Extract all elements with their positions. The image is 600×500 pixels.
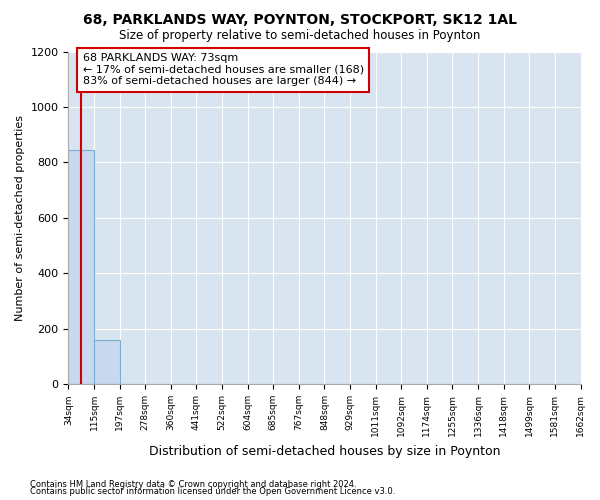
Text: Size of property relative to semi-detached houses in Poynton: Size of property relative to semi-detach… xyxy=(119,29,481,42)
X-axis label: Distribution of semi-detached houses by size in Poynton: Distribution of semi-detached houses by … xyxy=(149,444,500,458)
Text: 68 PARKLANDS WAY: 73sqm
← 17% of semi-detached houses are smaller (168)
83% of s: 68 PARKLANDS WAY: 73sqm ← 17% of semi-de… xyxy=(83,53,364,86)
Text: Contains public sector information licensed under the Open Government Licence v3: Contains public sector information licen… xyxy=(30,487,395,496)
Bar xyxy=(68,150,94,384)
Text: 68, PARKLANDS WAY, POYNTON, STOCKPORT, SK12 1AL: 68, PARKLANDS WAY, POYNTON, STOCKPORT, S… xyxy=(83,12,517,26)
Text: Contains HM Land Registry data © Crown copyright and database right 2024.: Contains HM Land Registry data © Crown c… xyxy=(30,480,356,489)
Bar xyxy=(94,340,119,384)
Y-axis label: Number of semi-detached properties: Number of semi-detached properties xyxy=(15,115,25,321)
